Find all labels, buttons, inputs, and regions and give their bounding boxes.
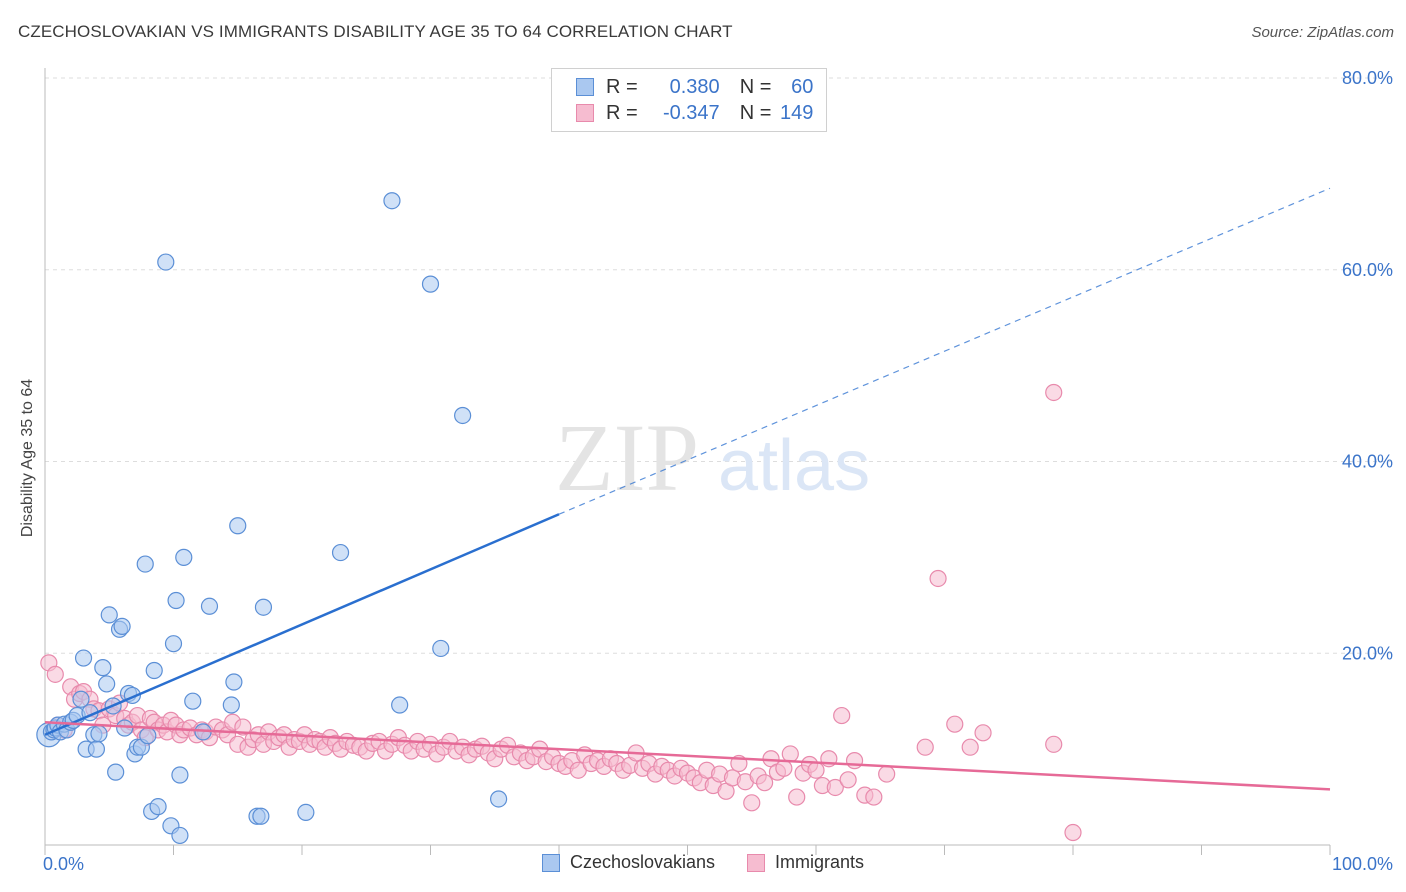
trend-lines — [44, 187, 1331, 791]
data-point-immigrants — [833, 706, 851, 725]
axes — [44, 68, 1331, 855]
data-point-immigrants — [788, 788, 806, 806]
x-tick-label: 100.0% — [1332, 854, 1393, 874]
zipatlas-watermark: ZIP atlas — [555, 404, 870, 511]
source-label: Source: ZipAtlas.com — [1251, 24, 1394, 41]
data-point-czechoslovakians — [107, 763, 125, 781]
data-point-czechoslovakians — [116, 719, 134, 737]
data-point-czechoslovakians — [157, 253, 175, 271]
data-point-czechoslovakians — [454, 406, 472, 425]
data-point-immigrants — [775, 759, 793, 777]
legend-swatch-blue — [576, 78, 594, 96]
correlation-legend: R = 0.380 N = 60 R = -0.347 N = 149 — [551, 68, 827, 132]
data-point-immigrants — [781, 745, 799, 763]
data-point-immigrants — [974, 724, 992, 742]
data-point-czechoslovakians — [383, 192, 401, 210]
data-point-czechoslovakians — [391, 696, 409, 714]
data-point-immigrants — [755, 774, 774, 792]
legend-n-label: N = — [739, 75, 772, 98]
data-point-immigrants — [878, 765, 896, 783]
legend-row-czechoslovakians: R = 0.380 N = 60 — [576, 75, 813, 99]
data-point-czechoslovakians — [222, 696, 240, 714]
data-point-immigrants — [865, 788, 883, 806]
watermark-zip: ZIP — [555, 404, 699, 511]
legend-n-value: 60 — [791, 75, 814, 98]
chart-title: CZECHOSLOVAKIAN VS IMMIGRANTS DISABILITY… — [18, 22, 733, 41]
data-point-immigrants — [826, 778, 844, 797]
data-point-czechoslovakians — [167, 591, 185, 610]
data-point-czechoslovakians — [331, 543, 350, 562]
data-point-czechoslovakians — [100, 606, 118, 624]
trend-line-czechoslovakians-extension — [558, 187, 1331, 515]
data-point-czechoslovakians — [149, 798, 167, 816]
data-point-immigrants — [839, 771, 857, 789]
x-tick-label: 0.0% — [43, 854, 84, 874]
legend-r-label: R = — [606, 75, 638, 98]
data-point-czechoslovakians — [74, 649, 93, 667]
data-point-czechoslovakians — [184, 692, 202, 710]
data-point-czechoslovakians — [139, 727, 157, 745]
data-point-czechoslovakians — [164, 635, 183, 653]
data-point-czechoslovakians — [432, 639, 450, 658]
legend-r-label: R = — [606, 101, 638, 124]
data-point-immigrants — [946, 715, 964, 733]
data-point-czechoslovakians — [72, 690, 90, 708]
grid-lines — [45, 77, 1392, 654]
data-point-czechoslovakians — [229, 517, 247, 535]
series-czechoslovakians — [36, 192, 508, 845]
data-point-czechoslovakians — [87, 740, 106, 758]
y-tick-label: 60.0% — [1342, 260, 1393, 280]
data-point-czechoslovakians — [421, 275, 440, 293]
data-point-immigrants — [743, 794, 761, 812]
legend-label: Immigrants — [775, 852, 865, 872]
data-point-czechoslovakians — [225, 673, 243, 691]
watermark-atlas: atlas — [718, 426, 870, 506]
legend-item-czechoslovakians: Czechoslovakians — [541, 852, 716, 873]
data-point-immigrants — [845, 752, 864, 770]
data-point-immigrants — [234, 718, 252, 736]
legend-row-immigrants: R = -0.347 N = 149 — [576, 101, 813, 125]
y-tick-label: 40.0% — [1342, 452, 1393, 472]
data-point-czechoslovakians — [136, 555, 154, 573]
data-point-immigrants — [1064, 823, 1082, 842]
legend-n-value: 149 — [780, 101, 814, 124]
data-point-immigrants — [916, 738, 934, 756]
data-point-czechoslovakians — [171, 766, 189, 784]
legend-item-immigrants: Immigrants — [747, 852, 864, 873]
legend-r-value: -0.347 — [662, 101, 720, 124]
data-point-immigrants — [807, 761, 825, 779]
tick-labels: 20.0% 40.0% 60.0% 80.0% 0.0% 100.0% — [43, 68, 1393, 874]
data-point-immigrants — [1045, 735, 1063, 753]
legend-swatch-pink — [576, 104, 594, 122]
legend-n-label: N = — [739, 101, 772, 124]
data-point-immigrants — [1045, 383, 1063, 402]
legend-swatch-blue — [541, 853, 560, 872]
data-point-czechoslovakians — [254, 598, 273, 616]
legend-swatch-pink — [747, 853, 766, 872]
data-point-czechoslovakians — [297, 803, 315, 822]
y-tick-label: 80.0% — [1342, 68, 1393, 88]
data-point-czechoslovakians — [98, 675, 116, 693]
data-point-czechoslovakians — [171, 826, 189, 845]
data-point-czechoslovakians — [94, 659, 112, 677]
data-point-czechoslovakians — [175, 548, 193, 566]
trend-line-czechoslovakians — [44, 513, 560, 736]
data-point-czechoslovakians — [490, 790, 508, 808]
legend-label: Czechoslovakians — [569, 852, 716, 872]
legend-r-value: 0.380 — [669, 75, 720, 98]
series-immigrants — [40, 383, 1082, 842]
data-point-immigrants — [929, 569, 947, 588]
data-point-czechoslovakians — [252, 807, 270, 825]
y-tick-label: 20.0% — [1342, 643, 1393, 663]
trend-line-immigrants — [44, 721, 1331, 791]
data-point-czechoslovakians — [90, 725, 108, 743]
data-point-czechoslovakians — [145, 661, 163, 680]
data-point-immigrants — [961, 738, 979, 756]
data-point-czechoslovakians — [200, 597, 219, 615]
data-point-immigrants — [46, 665, 64, 683]
data-point-czechoslovakians — [113, 617, 131, 636]
series-legend: Czechoslovakians Immigrants — [0, 852, 1406, 873]
